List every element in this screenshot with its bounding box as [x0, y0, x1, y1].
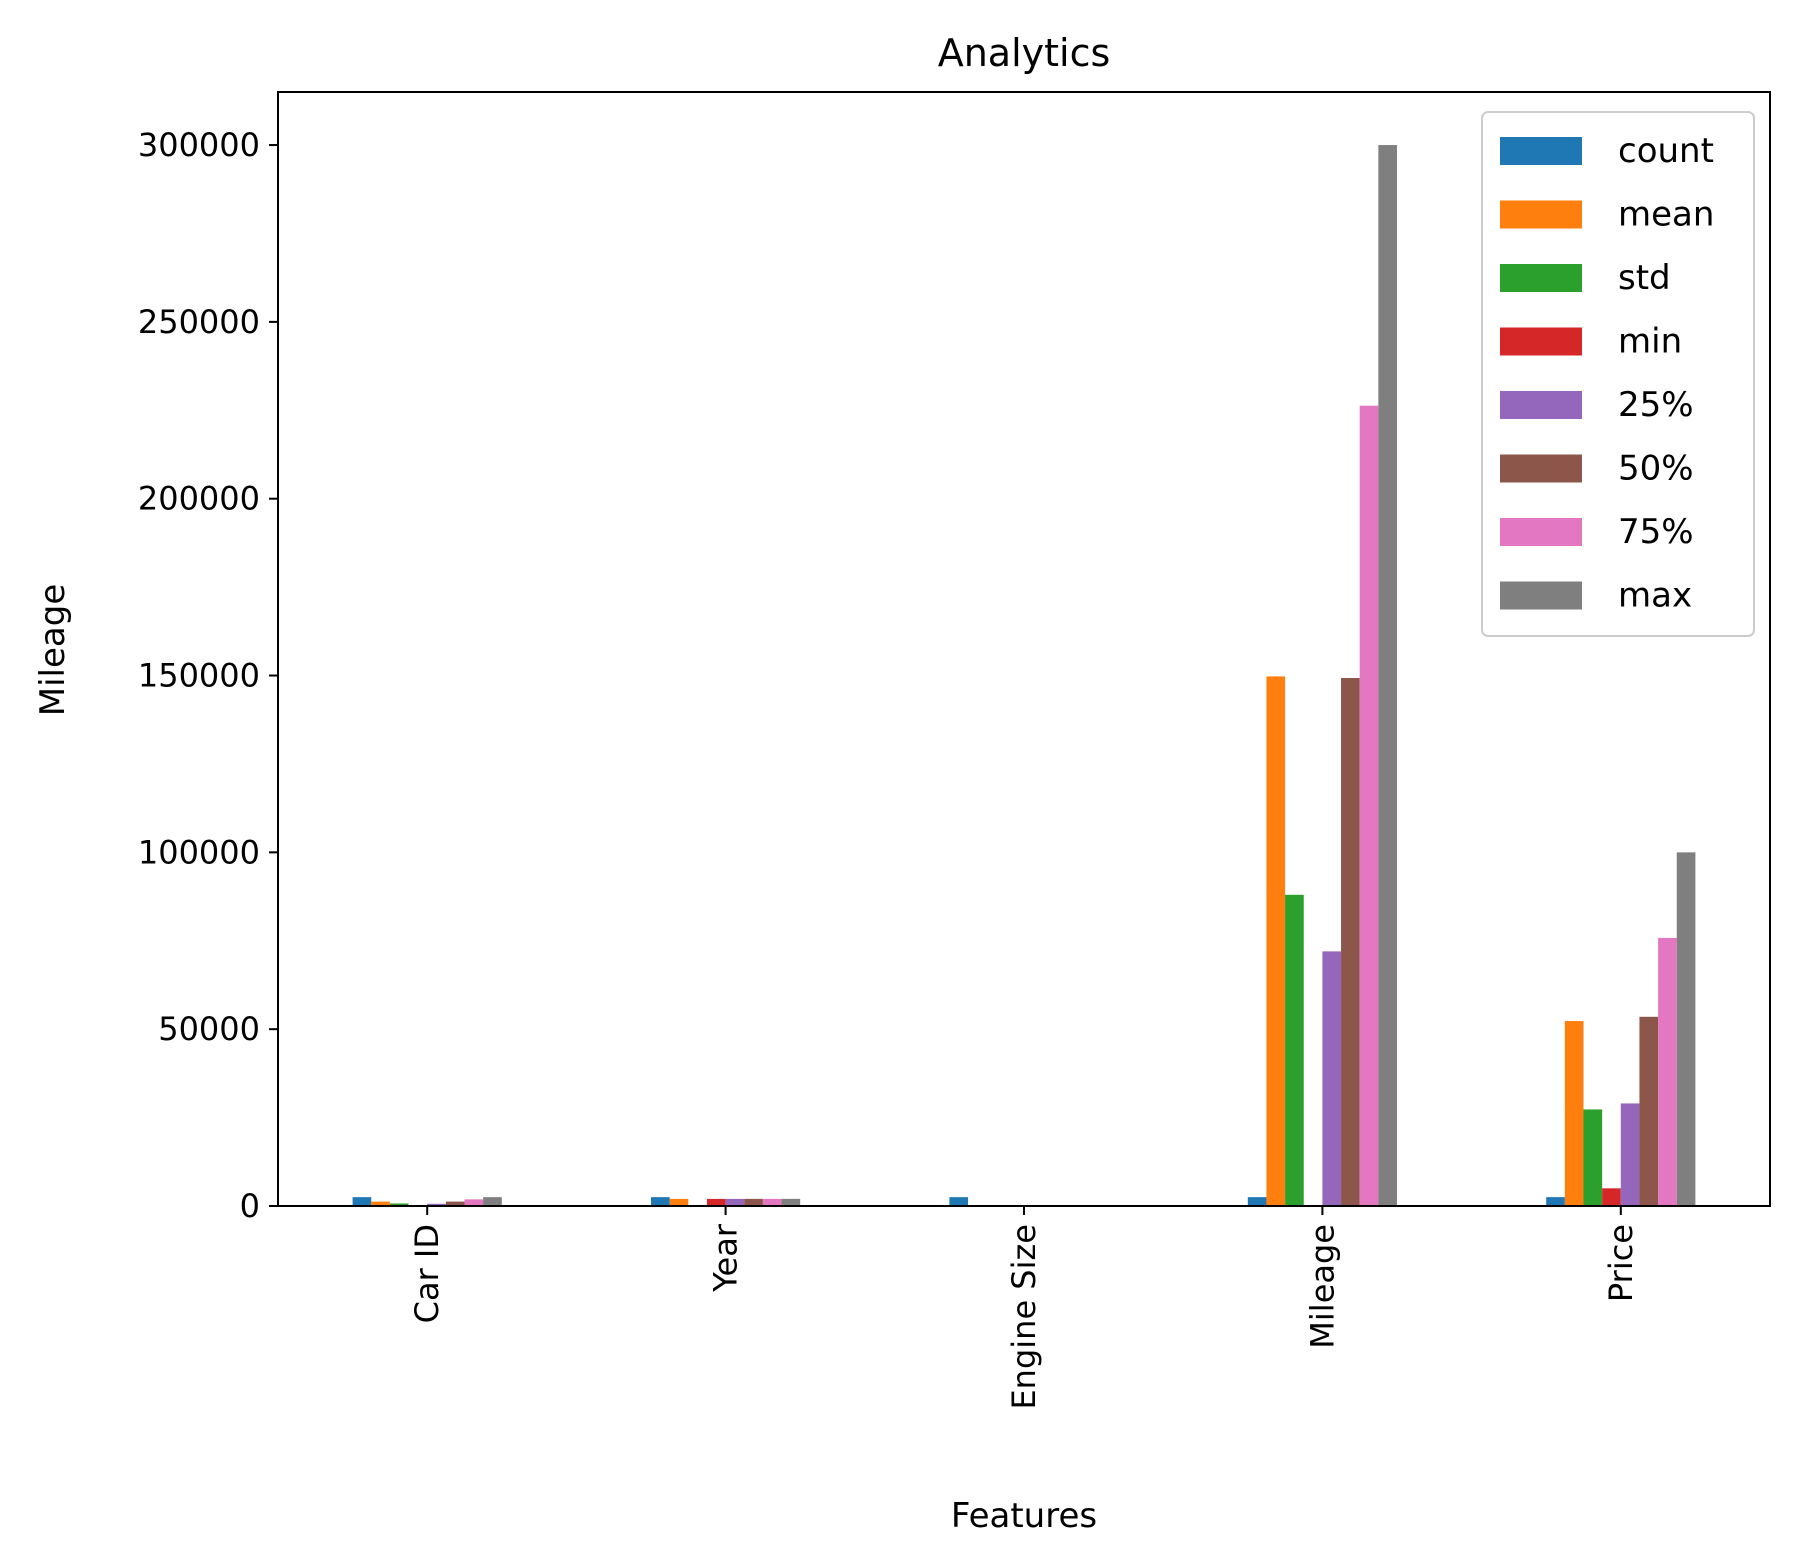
bar-min-1: [706, 1198, 726, 1206]
bar-75pct-4: [1658, 937, 1677, 1206]
bar-25pct-0: [427, 1203, 446, 1206]
legend-swatch: [1500, 200, 1582, 229]
plot-frame: [277, 91, 1771, 1207]
y-tick-label: 0: [240, 1187, 260, 1225]
bar-50pct-3: [1341, 678, 1360, 1206]
y-tick-label: 100000: [138, 833, 260, 871]
bar-75pct-0: [464, 1199, 484, 1206]
bar-75pct-1: [762, 1198, 782, 1206]
bar-std-3: [1285, 894, 1304, 1206]
x-axis-label: Features: [951, 1496, 1097, 1536]
bar-count-1: [651, 1197, 670, 1206]
y-axis-label: Mileage: [33, 584, 73, 716]
bar-mean-3: [1266, 676, 1286, 1206]
y-tick-label: 250000: [138, 303, 260, 341]
bar-25pct-4: [1620, 1103, 1640, 1206]
bar-max-4: [1676, 852, 1696, 1206]
legend-swatch: [1500, 137, 1582, 165]
x-tick-label: Mileage: [1303, 1224, 1341, 1349]
bar-25pct-3: [1322, 951, 1342, 1206]
legend-entry: max: [1618, 576, 1692, 616]
legend-entry: count: [1618, 131, 1714, 171]
legend-swatch: [1500, 581, 1582, 610]
bars-layer: [352, 145, 1696, 1206]
y-tick-label: 50000: [158, 1010, 260, 1048]
bar-max-0: [483, 1197, 502, 1206]
legend-swatch: [1500, 454, 1582, 483]
bar-std-4: [1583, 1109, 1603, 1206]
bar-std-0: [389, 1203, 409, 1206]
bar-mean-0: [371, 1201, 390, 1206]
bar-50pct-4: [1639, 1016, 1659, 1206]
bar-50pct-1: [744, 1198, 763, 1206]
x-tick-label: Price: [1602, 1224, 1640, 1302]
bar-mean-1: [669, 1198, 689, 1206]
legend-entry: 75%: [1618, 512, 1694, 552]
bar-count-2: [949, 1197, 969, 1206]
bar-50pct-0: [445, 1201, 465, 1206]
bar-count-3: [1247, 1197, 1267, 1206]
bar-count-0: [352, 1197, 372, 1206]
bar-25pct-1: [725, 1198, 745, 1206]
legend-entry: 25%: [1618, 385, 1694, 425]
legend-swatch: [1500, 327, 1582, 356]
bar-count-4: [1546, 1197, 1565, 1206]
legend-swatch: [1500, 391, 1582, 419]
bar-mean-4: [1564, 1021, 1584, 1206]
y-tick-label: 150000: [138, 657, 260, 695]
bar-max-3: [1378, 145, 1397, 1206]
x-tick-label: Engine Size: [1005, 1224, 1043, 1410]
bar-max-1: [781, 1198, 801, 1206]
y-axis: 0 50000 100000 150000 200000 250000 300000: [138, 126, 278, 1225]
x-axis: Car ID Year Engine Size Mileage Price: [408, 1206, 1640, 1410]
legend-entry: min: [1618, 322, 1682, 362]
legend-entry: mean: [1618, 195, 1714, 235]
legend: count mean std min 25% 50% 75% max: [1481, 111, 1755, 637]
y-tick-label: 200000: [138, 480, 260, 518]
legend-box: [1481, 111, 1755, 637]
bar-75pct-3: [1359, 405, 1379, 1206]
y-tick-label: 300000: [138, 126, 260, 164]
chart-title: Analytics: [938, 31, 1111, 75]
legend-swatch: [1500, 518, 1582, 546]
legend-entry: std: [1618, 258, 1671, 298]
legend-swatch: [1500, 264, 1582, 292]
bar-min-4: [1602, 1188, 1621, 1206]
x-tick-label: Car ID: [408, 1224, 446, 1323]
legend-entry: 50%: [1618, 449, 1694, 489]
x-tick-label: Year: [707, 1223, 745, 1293]
